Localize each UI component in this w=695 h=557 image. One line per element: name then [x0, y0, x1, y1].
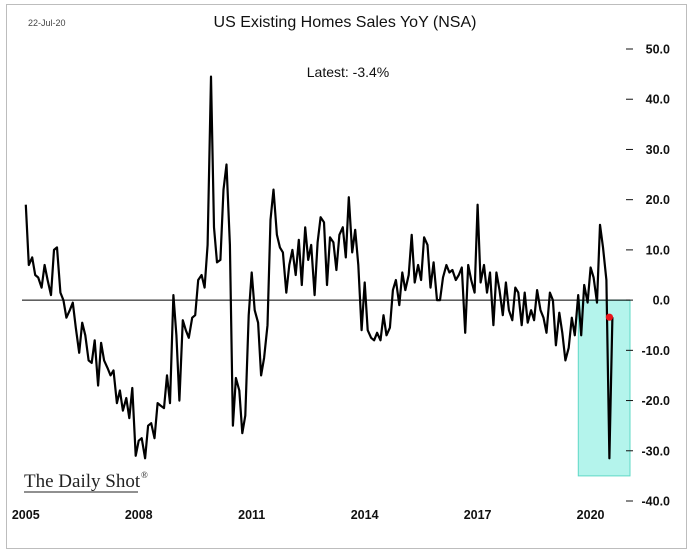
- highlight-layer: [577, 299, 631, 477]
- brand-name: The Daily Shot: [24, 471, 141, 492]
- y-tick-label: -10.0: [642, 344, 671, 358]
- brand-logo: The Daily Shot ®: [24, 470, 148, 493]
- y-tick-label: 40.0: [646, 93, 670, 107]
- x-tick-label: 2017: [464, 508, 492, 522]
- latest-point: [605, 313, 614, 321]
- x-tick-label: 2005: [12, 508, 40, 522]
- chart-title: US Existing Homes Sales YoY (NSA): [214, 14, 477, 31]
- y-axis: 50.0 40.0 30.0 20.0 10.0 0.0 -10.0 -20.0 -30.0 -4…: [626, 43, 670, 509]
- x-axis: 2005 2008 2011 2014 2017 2020: [12, 508, 605, 522]
- chart-date: 22-Jul-20: [28, 18, 66, 28]
- x-tick-label: 2008: [125, 508, 153, 522]
- y-tick-label: 20.0: [646, 193, 670, 207]
- chart-frame: [6, 4, 687, 549]
- latest-annotation: Latest: -3.4%: [307, 64, 390, 80]
- y-tick-label: 10.0: [646, 243, 670, 257]
- y-tick-label: -40.0: [642, 495, 671, 509]
- series-layer: [24, 75, 614, 460]
- y-tick-label: 30.0: [646, 143, 670, 157]
- x-tick-label: 2011: [238, 508, 265, 522]
- brand-mark: ®: [141, 470, 148, 480]
- y-tick-label: -20.0: [642, 394, 671, 408]
- y-tick-label: -30.0: [642, 444, 671, 458]
- x-tick-label: 2020: [577, 508, 605, 522]
- series-line-0: [24, 75, 614, 460]
- highlight-region: [577, 299, 631, 477]
- y-tick-label: 50.0: [646, 43, 670, 57]
- x-tick-label: 2014: [351, 508, 379, 522]
- y-tick-label: 0.0: [653, 294, 670, 308]
